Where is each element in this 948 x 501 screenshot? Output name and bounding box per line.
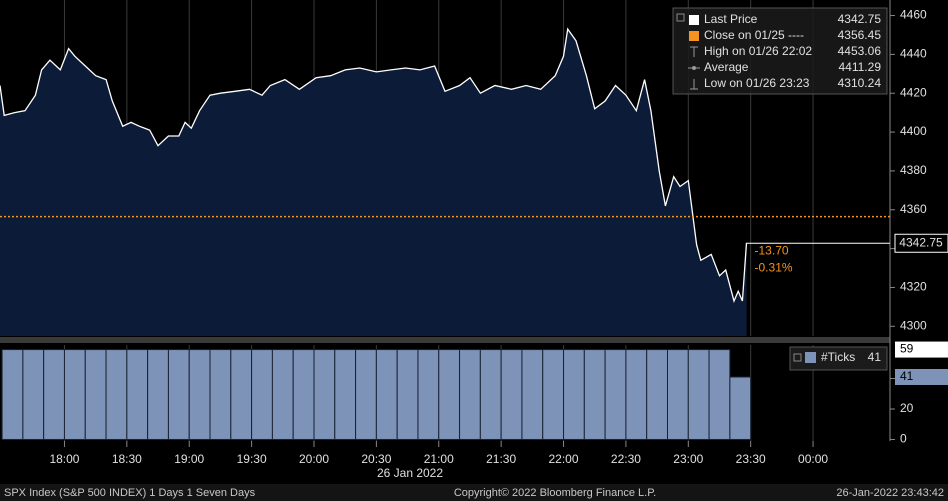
bar [188, 349, 211, 440]
x-tick-label: 18:30 [112, 452, 142, 466]
x-tick-label: 00:00 [798, 452, 828, 466]
last-tag [895, 369, 948, 385]
legend-icon [689, 15, 699, 25]
legend-label: Close on 01/25 ---- [704, 28, 804, 42]
last-price-label: 4342.75 [899, 235, 943, 249]
legend-value: 4310.24 [838, 76, 882, 90]
legend-label: Average [704, 60, 749, 74]
panel-separator [0, 337, 890, 343]
y-tick-label: 20 [900, 401, 914, 415]
legend-label: High on 01/26 22:02 [704, 44, 812, 58]
legend: Last Price 4342.75 Close on 01/25 ---- 4356… [672, 7, 888, 95]
bar [126, 349, 149, 440]
price-line [0, 27, 748, 303]
legend-icon [692, 66, 696, 70]
legend-label: Low on 01/26 23:23 [704, 76, 810, 90]
change-pct-label: -0.31% [755, 260, 793, 274]
bar [708, 349, 731, 440]
bar [1, 349, 24, 440]
last-price-tag [894, 233, 948, 253]
bar [729, 376, 752, 440]
x-tick-label: 22:00 [549, 452, 579, 466]
bar [271, 349, 294, 440]
area [0, 29, 747, 336]
legend: #Ticks 41 [789, 346, 888, 371]
change-label: -13.70 [755, 243, 789, 257]
legend-toggle [793, 353, 802, 362]
bar [687, 349, 710, 440]
bar [375, 349, 398, 440]
y-tick-label: 4360 [900, 202, 927, 216]
y-tick-label: 4440 [900, 47, 927, 61]
bar [334, 349, 357, 440]
legend-value: 4411.29 [839, 60, 882, 74]
bar [563, 349, 585, 440]
bar [105, 349, 128, 440]
x-tick-label: 20:00 [299, 452, 329, 466]
bar [459, 349, 481, 440]
x-tick-label: 18:00 [49, 452, 79, 466]
y-tick-label: 4320 [900, 280, 927, 294]
footer-center: Copyright© 2022 Bloomberg Finance L.P. [454, 487, 656, 499]
legend-value: 41 [868, 350, 882, 364]
x-tick-label: 22:30 [611, 452, 641, 466]
bar [417, 349, 440, 440]
x-tick-label: 23:00 [673, 452, 703, 466]
bar [355, 349, 377, 440]
x-tick-label: 21:30 [486, 452, 516, 466]
legend-value: 4342.75 [838, 12, 882, 26]
legend-box [672, 7, 888, 95]
x-axis-label: 26 Jan 2022 [377, 466, 443, 480]
bar [521, 349, 544, 440]
y-tick-label: 4420 [900, 85, 927, 99]
legend-toggle [676, 13, 685, 22]
bar [43, 349, 65, 440]
bar [500, 349, 523, 440]
bar [604, 349, 627, 440]
bar [292, 349, 315, 440]
bar [646, 349, 669, 440]
legend-icon [689, 31, 699, 41]
bar [438, 349, 461, 440]
bar [84, 349, 107, 440]
legend-label: #Ticks [821, 350, 855, 364]
y-tick-label: 0 [900, 432, 907, 446]
x-tick-label: 20:30 [361, 452, 391, 466]
last-label: 41 [900, 369, 914, 383]
bar [147, 349, 169, 440]
legend-value: 4453.06 [838, 44, 882, 58]
y-tick-label: 4300 [900, 318, 927, 332]
x-tick-label: 23:30 [736, 452, 766, 466]
bar [209, 349, 232, 440]
y-tick-label: 4460 [900, 8, 927, 22]
bar [167, 349, 190, 440]
bar [313, 349, 336, 440]
bar [625, 349, 648, 440]
x-tick-label: 19:30 [237, 452, 267, 466]
x-tick-label: 19:00 [174, 452, 204, 466]
bar [251, 349, 273, 440]
bar [479, 349, 502, 440]
bar [542, 349, 565, 440]
bar [63, 349, 86, 440]
max-label: 59 [900, 342, 914, 356]
footer-right: 26-Jan-2022 23:43:42 [836, 487, 944, 499]
bar [583, 349, 606, 440]
legend-value: 4356.45 [838, 28, 882, 42]
footer-left: SPX Index (S&P 500 INDEX) 1 Days 1 Seven… [4, 487, 256, 499]
bar [22, 349, 45, 440]
y-tick-label: 4400 [900, 124, 927, 138]
max-tag [895, 341, 948, 358]
bar [667, 349, 689, 440]
x-tick-label: 21:00 [424, 452, 454, 466]
footer-bar [0, 484, 948, 501]
bar [230, 349, 253, 440]
legend-label: Last Price [704, 12, 758, 26]
legend-icon [805, 352, 816, 363]
y-tick-label: 4380 [900, 163, 927, 177]
bar [396, 349, 419, 440]
